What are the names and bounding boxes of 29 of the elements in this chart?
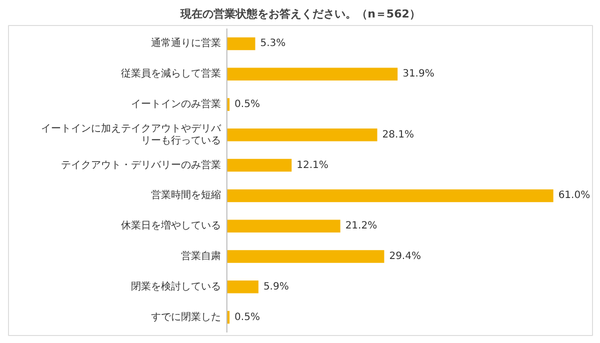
bar bbox=[226, 158, 292, 172]
data-label: 21.2% bbox=[345, 220, 378, 232]
y-tick-label: イートインに加えテイクアウトやデリバリーも行っている bbox=[40, 122, 222, 146]
data-label: 0.5% bbox=[234, 99, 260, 110]
y-tick-label: すでに閉業した bbox=[150, 310, 221, 323]
y-tick-label: イートインのみ営業 bbox=[130, 98, 221, 110]
data-label: 12.1% bbox=[296, 160, 328, 171]
y-tick-label: 従業員を減らして営業 bbox=[120, 68, 221, 80]
y-tick-label: 営業自粛 bbox=[180, 250, 221, 262]
bar bbox=[226, 37, 256, 50]
data-label: 5.9% bbox=[263, 281, 289, 292]
data-label: 31.9% bbox=[402, 68, 434, 80]
bar bbox=[226, 128, 378, 142]
bar bbox=[226, 250, 384, 263]
bar bbox=[226, 68, 398, 81]
data-label: 28.1% bbox=[382, 129, 414, 140]
bar bbox=[226, 280, 258, 294]
data-label: 5.3% bbox=[260, 38, 286, 50]
chart-title: 現在の営業状態をお答えください。（n＝562） bbox=[180, 8, 420, 20]
data-label: 29.4% bbox=[389, 250, 421, 262]
bar bbox=[226, 189, 554, 202]
y-tick-label: 営業時間を短縮 bbox=[150, 189, 221, 202]
bar bbox=[226, 220, 340, 232]
y-tick-label: 休業日を増やしている bbox=[120, 220, 221, 232]
y-tick-label: 閉業を検討している bbox=[130, 280, 221, 292]
data-label: 0.5% bbox=[234, 312, 260, 323]
y-tick-label: テイクアウト・デリバリーのみ営業 bbox=[60, 158, 221, 171]
data-label: 61.0% bbox=[558, 190, 590, 202]
y-tick-label: 通常通りに営業 bbox=[150, 37, 221, 50]
